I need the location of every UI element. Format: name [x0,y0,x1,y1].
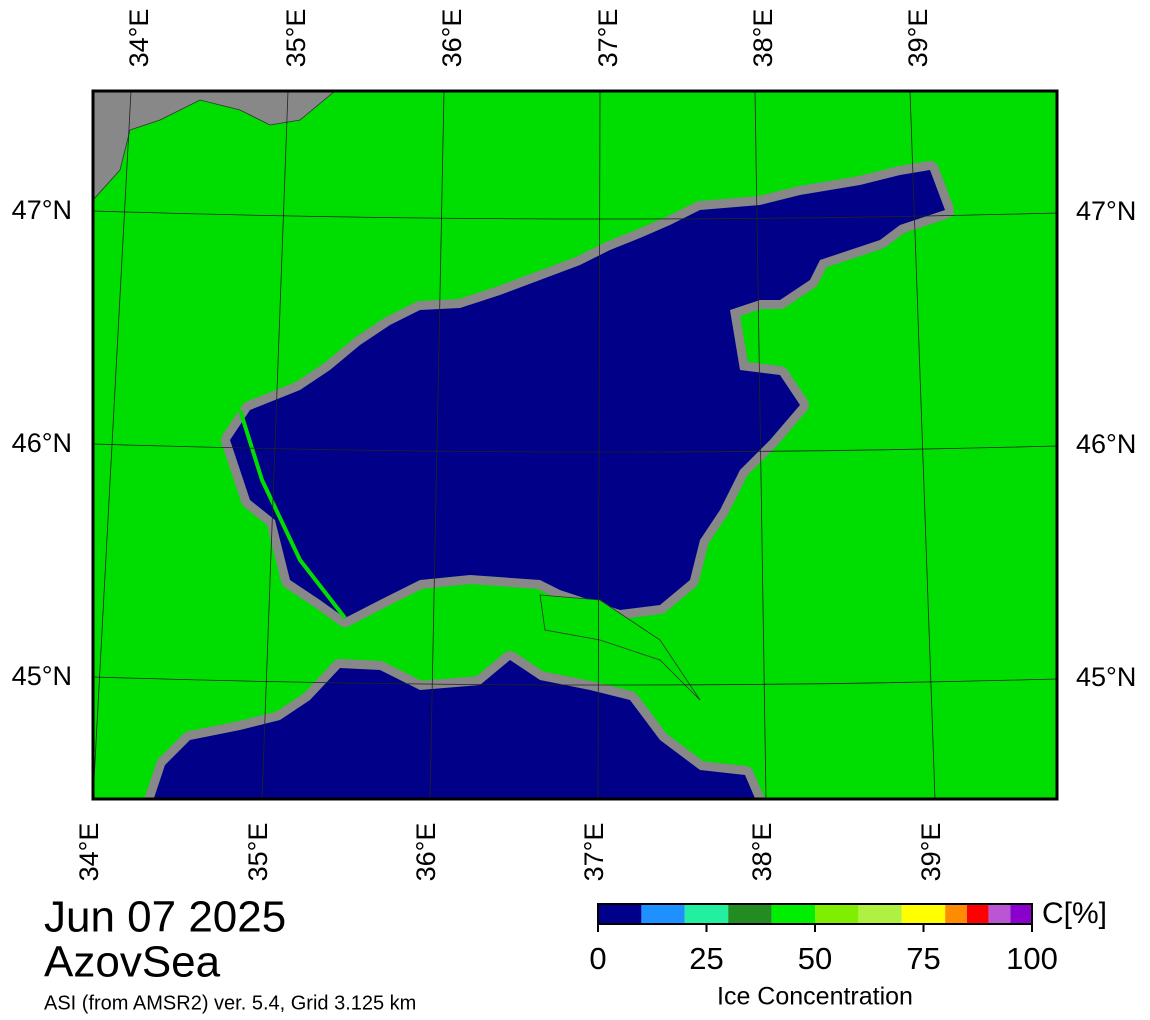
lon-label-top: 36°E [437,9,467,68]
colorbar-segment [901,904,946,924]
region: AzovSea [44,938,221,987]
lon-label-bottom: 36°E [411,823,441,882]
colorbar-tick-label: 0 [589,941,606,976]
meridian [93,91,132,799]
date: Jun 07 2025 [44,893,286,942]
meridian [754,91,767,799]
lon-label-bottom: 38°E [747,823,777,882]
colorbar-segment [684,904,729,924]
lon-label-top: 37°E [593,9,623,68]
lon-label-bottom: 39°E [916,823,946,882]
colorbar-segment [1010,904,1032,924]
lat-label-right: 46°N [1076,429,1136,459]
lat-label-left: 45°N [12,661,72,691]
product: ASI (from AMSR2) ver. 5.4, Grid 3.125 km [44,992,416,1014]
colorbar-segment [771,904,815,924]
lon-label-bottom: 37°E [579,823,609,882]
lon-label-top: 35°E [281,9,311,68]
lat-label-left: 46°N [12,428,72,458]
colorbar-segment [988,904,1011,924]
colorbar-segment [966,904,989,924]
colorbar-tick-label: 100 [1006,941,1058,976]
colorbar-tick-label: 75 [906,941,940,976]
lon-label-top: 39°E [903,9,933,68]
colorbar-segment [815,904,859,924]
colorbar-segment [945,904,967,924]
parallel [93,676,1057,686]
colorbar-tick-label: 50 [798,941,832,976]
peninsula [539,594,701,701]
coast-patch [93,91,336,201]
lon-label-bottom: 34°E [74,823,104,882]
lat-label-right: 47°N [1076,196,1136,226]
meridian [909,91,936,799]
graticule [93,91,1057,799]
meridian [597,91,601,799]
colorbar-segment [728,904,772,924]
lon-label-top: 34°E [124,9,154,68]
parallel [93,210,1057,220]
meridian [261,91,289,799]
lon-label-top: 38°E [748,9,778,68]
colorbar-segment [858,904,902,924]
lat-label-left: 47°N [12,195,72,225]
colorbar-label: Ice Concentration [717,983,913,1011]
spit [238,409,347,620]
colorbar-segment [598,904,642,924]
axis-labels: 34°E 35°E 36°E 37°E 38°E 39°E 34°E 35°E 36°E 37°E… [12,9,1137,882]
parallel [93,443,1057,453]
colorbar-unit: C[%] [1042,897,1107,930]
lat-label-right: 45°N [1076,662,1136,692]
colorbar-segment [641,904,685,924]
colorbar-tick-label: 25 [689,941,723,976]
map-frame [91,89,1059,801]
map [93,91,1057,799]
lon-label-bottom: 35°E [243,823,273,882]
meridian [429,91,445,799]
sea [153,170,945,799]
colorbar: 0 25 50 75 100 Ice Concentration C[%] [589,897,1107,1011]
